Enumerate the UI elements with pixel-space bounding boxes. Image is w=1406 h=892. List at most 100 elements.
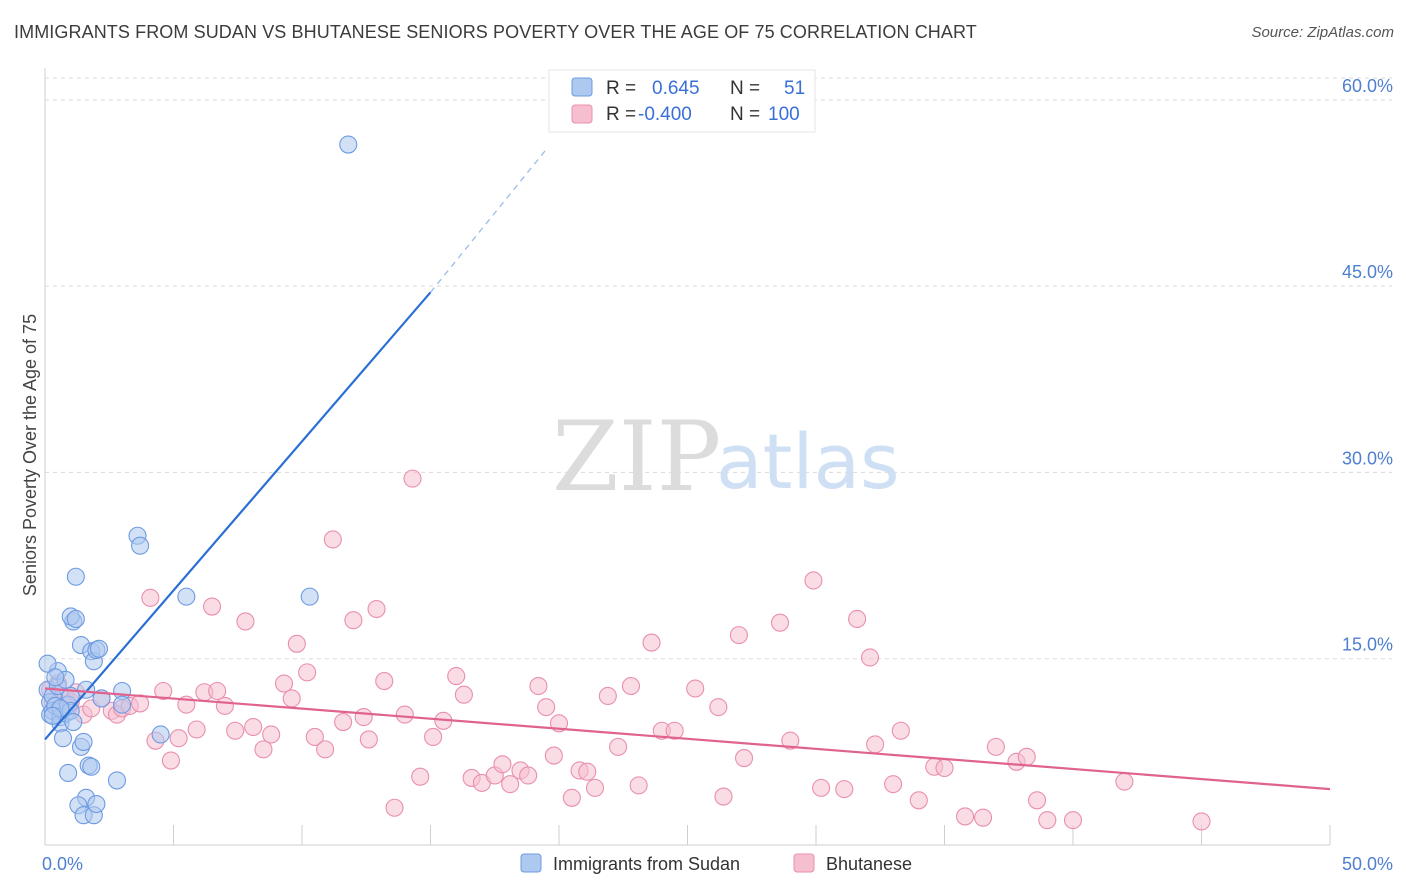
bhutanese-point [986, 737, 1005, 756]
bhutanese-point [454, 685, 473, 704]
sudan-point [131, 536, 150, 555]
sudan-point [64, 712, 83, 732]
bhutanese-point [621, 676, 641, 696]
bhutanese-point [154, 681, 173, 701]
sudan-point [177, 587, 196, 606]
bhutanese-point [187, 720, 206, 739]
bhutanese-point [585, 778, 605, 797]
bhutanese-point [298, 663, 317, 682]
y-tick-label: 45.0% [1342, 262, 1393, 282]
y-tick-label: 30.0% [1342, 448, 1393, 468]
bhutanese-point [305, 727, 324, 747]
bhutanese-point [411, 767, 430, 786]
bhutanese-point [665, 721, 684, 740]
sudan-point [66, 567, 85, 586]
bhutanese-point [734, 749, 754, 768]
trend-lines [44, 149, 1331, 791]
sudan-point [74, 732, 93, 751]
bottom-legend-label-sudan: Immigrants from Sudan [553, 854, 740, 874]
bhutanese-point [562, 788, 581, 807]
sudan-point [151, 725, 170, 744]
bhutanese-point [884, 775, 903, 794]
bhutanese-point [1063, 811, 1083, 830]
legend-n-value-sudan: 51 [784, 78, 805, 99]
bhutanese-point [161, 751, 180, 770]
bhutanese-point [334, 712, 353, 732]
bhutanese-point [544, 746, 563, 765]
bhutanese-point [274, 674, 294, 693]
bhutanese-point [519, 766, 538, 785]
bhutanese-point [866, 735, 885, 754]
bhutanese-point [501, 775, 520, 794]
legend-swatch-bhutanese [571, 104, 593, 124]
watermark-atlas: atlas [716, 417, 900, 506]
correlation-legend: R = 0.645 N = 51 R = -0.400 N = 100 [548, 69, 816, 133]
legend-n-label-sudan: N = [730, 78, 760, 99]
bhutanese-point [344, 611, 363, 630]
legend-swatch-sudan [571, 77, 593, 97]
series-bhutanese-points [41, 469, 1211, 831]
bhutanese-point [714, 787, 733, 806]
y-tick-labels: 15.0% 30.0% 45.0% 60.0% [1342, 76, 1393, 655]
x-tick-label-max: 50.0% [1342, 854, 1393, 874]
bhutanese-point [804, 571, 823, 590]
bhutanese-point [609, 737, 628, 756]
bhutanese-point [686, 679, 705, 698]
sudan-point [43, 706, 62, 725]
sudan-trend-line [44, 291, 432, 741]
sudan-point [82, 757, 101, 776]
bhutanese-trend-line [44, 687, 1331, 791]
bhutanese-point [395, 705, 414, 724]
bhutanese-point [956, 807, 975, 826]
bhutanese-point [236, 612, 255, 631]
watermark: ZIP atlas [552, 401, 900, 513]
series-legend: Immigrants from Sudan Bhutanese [520, 853, 912, 874]
bhutanese-point [835, 780, 854, 799]
legend-n-label-bhutanese: N = [730, 104, 760, 125]
bhutanese-point [226, 721, 245, 740]
bhutanese-point [169, 729, 188, 748]
bhutanese-point [973, 808, 993, 827]
bhutanese-point [208, 681, 227, 701]
gridlines [45, 77, 1392, 660]
legend-box [548, 69, 816, 133]
bhutanese-point [203, 597, 222, 616]
bhutanese-point [812, 778, 831, 797]
legend-r-label-bhutanese: R = [606, 104, 636, 125]
bhutanese-point [215, 696, 234, 715]
bottom-legend-swatch-sudan [520, 853, 542, 873]
legend-r-label-sudan: R = [606, 78, 636, 99]
bhutanese-point [891, 721, 910, 740]
bhutanese-point [1115, 772, 1134, 791]
x-tick-label-min: 0.0% [42, 854, 83, 874]
bhutanese-point [262, 725, 281, 744]
bhutanese-point [254, 740, 273, 759]
y-axis-label: Seniors Poverty Over the Age of 75 [20, 314, 40, 596]
bhutanese-point [375, 672, 394, 691]
bottom-legend-swatch-bhutanese [793, 853, 815, 873]
bhutanese-point [1027, 791, 1047, 810]
bhutanese-point [629, 776, 648, 795]
bhutanese-point [367, 599, 386, 619]
bhutanese-point [385, 798, 404, 817]
bhutanese-point [598, 686, 617, 706]
bhutanese-point [729, 626, 748, 645]
bhutanese-point [848, 609, 867, 629]
sudan-point [107, 771, 127, 790]
bhutanese-point [323, 530, 342, 549]
sudan-point [46, 668, 65, 687]
sudan-trend-extension [429, 149, 547, 293]
x-tick-labels: 0.0% 50.0% [42, 854, 1393, 874]
bhutanese-point [403, 469, 422, 488]
bhutanese-point [424, 727, 443, 747]
chart-title: IMMIGRANTS FROM SUDAN VS BHUTANESE SENIO… [14, 22, 977, 42]
sudan-point [89, 639, 109, 658]
sudan-point [113, 695, 132, 714]
sudan-point [38, 654, 57, 673]
bhutanese-point [935, 758, 954, 778]
bhutanese-point [282, 689, 301, 708]
y-tick-label: 15.0% [1342, 635, 1393, 655]
bhutanese-point [287, 634, 306, 653]
bhutanese-point [244, 717, 263, 737]
